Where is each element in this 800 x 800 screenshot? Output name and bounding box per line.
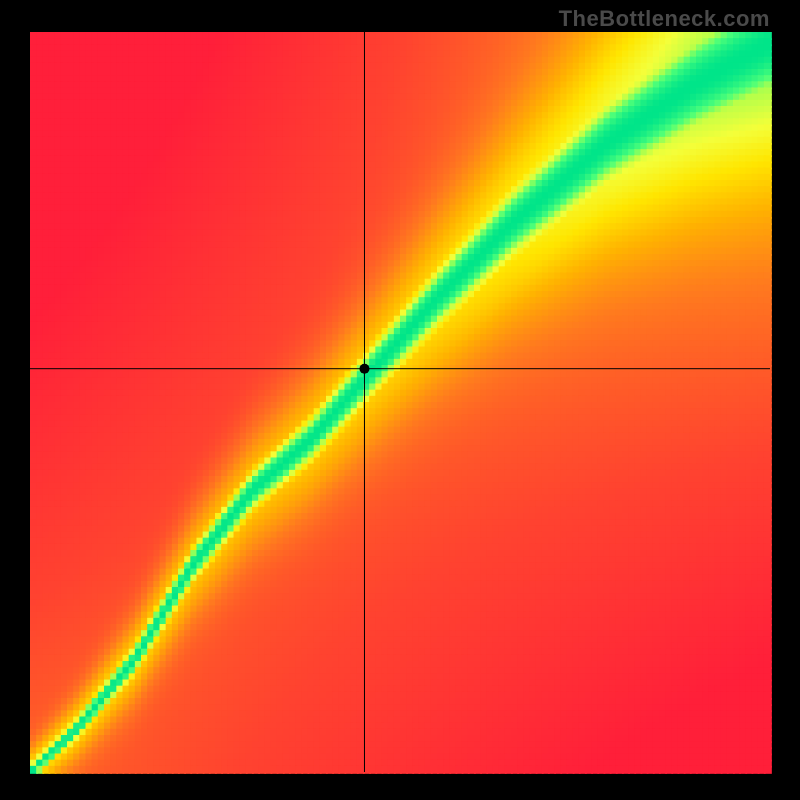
chart-container: TheBottleneck.com [0, 0, 800, 800]
watermark-text: TheBottleneck.com [559, 6, 770, 32]
heatmap-canvas [0, 0, 800, 800]
